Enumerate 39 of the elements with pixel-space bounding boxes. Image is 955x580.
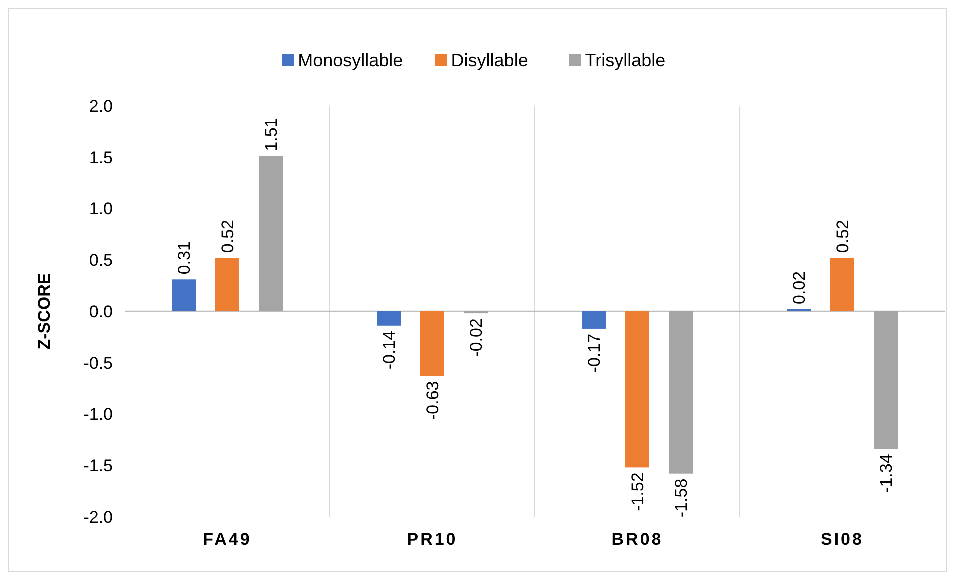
data-label: -0.63: [424, 381, 442, 420]
y-tick-label: 0.0: [89, 302, 113, 322]
bar: [669, 312, 693, 474]
data-label: -0.17: [585, 334, 604, 373]
y-tick-label: 1.0: [89, 200, 113, 219]
data-label: 0.52: [218, 220, 238, 254]
data-label: 0.31: [175, 242, 194, 275]
y-tick-label: -1.0: [84, 405, 113, 424]
data-label: 0.02: [790, 271, 809, 304]
y-tick-label: -2.0: [84, 508, 113, 527]
bar: [216, 258, 240, 312]
data-label: -0.14: [380, 330, 399, 370]
bar: [626, 312, 650, 468]
data-label: -1.58: [672, 478, 691, 518]
x-tick-label: FA49: [203, 530, 252, 549]
data-label: 0.52: [834, 220, 852, 254]
bar: [874, 312, 898, 450]
bar: [377, 312, 401, 326]
legend-label: Trisyllable: [585, 50, 666, 70]
bar: [582, 312, 606, 329]
bar: [259, 156, 283, 312]
y-tick-label: -1.5: [84, 456, 113, 476]
x-tick-label: BR08: [612, 530, 664, 549]
y-tick-label: 0.5: [89, 251, 113, 270]
y-tick-label: 1.5: [89, 148, 113, 168]
x-tick-label: SI08: [821, 530, 864, 549]
x-tick-label: PR10: [407, 530, 458, 549]
legend-label: Monosyllable: [298, 50, 404, 70]
y-tick-label: -0.5: [84, 354, 113, 373]
bar: [420, 312, 444, 376]
data-label: -0.02: [467, 318, 486, 358]
y-tick-label: 2.0: [89, 96, 113, 116]
bar: [830, 258, 854, 312]
data-label: 1.51: [262, 118, 281, 152]
data-label: -1.34: [877, 454, 896, 493]
data-label: -1.52: [628, 472, 648, 512]
y-axis-title: Z-SCORE: [35, 273, 54, 350]
legend-label: Disyllable: [451, 50, 528, 70]
bar: [172, 280, 196, 312]
